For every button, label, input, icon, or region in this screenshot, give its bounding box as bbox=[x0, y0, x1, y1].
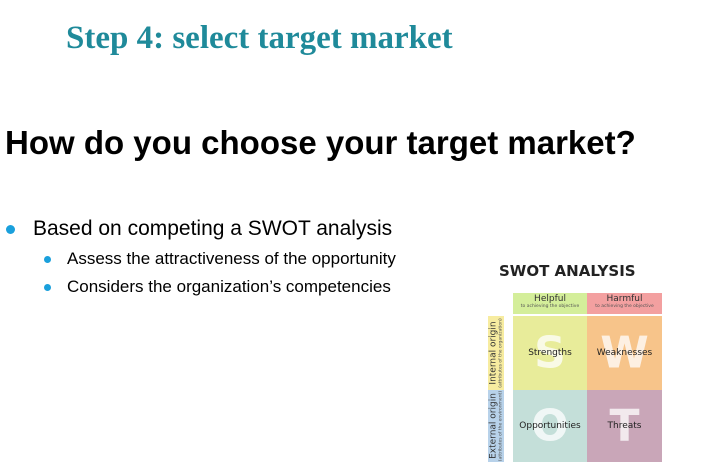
swot-row-sublabel: (attributes of the organization) bbox=[498, 318, 504, 388]
swot-row-label: Internal origin bbox=[488, 321, 499, 385]
swot-quadrant-strengths: S Strengths bbox=[513, 316, 587, 390]
swot-quadrant-weaknesses: W Weaknesses bbox=[587, 316, 662, 390]
sub-bullet-item: Considers the organization’s competencie… bbox=[44, 277, 391, 297]
swot-diagram: SWOT ANALYSIS Helpful to achieving the o… bbox=[488, 262, 664, 462]
swot-quadrant-label: Strengths bbox=[528, 348, 572, 358]
swot-quadrant-opportunities: O Opportunities bbox=[513, 390, 587, 462]
bullet-item: Based on competing a SWOT analysis bbox=[6, 217, 392, 241]
bullet-dot-icon bbox=[6, 224, 15, 234]
swot-row-sublabel: (attributes of the environment) bbox=[498, 390, 504, 462]
swot-title: SWOT ANALYSIS bbox=[499, 262, 636, 280]
swot-letter: O bbox=[531, 400, 569, 452]
swot-quadrant-threats: T Threats bbox=[587, 390, 662, 462]
swot-letter: T bbox=[609, 400, 640, 452]
swot-column-helpful: Helpful to achieving the objective bbox=[513, 293, 587, 314]
swot-column-label: Harmful bbox=[606, 294, 643, 304]
swot-quadrant-label: Weaknesses bbox=[596, 348, 653, 358]
main-heading: How do you choose your target market? bbox=[5, 124, 636, 161]
swot-column-label: Helpful bbox=[534, 294, 566, 304]
sub-bullet-text: Assess the attractiveness of the opportu… bbox=[67, 249, 396, 268]
swot-quadrant-label: Threats bbox=[607, 421, 642, 431]
swot-row-label: External origin bbox=[488, 393, 499, 459]
sub-bullet-text: Considers the organization’s competencie… bbox=[67, 277, 391, 296]
swot-column-sublabel: to achieving the objective bbox=[595, 304, 654, 309]
swot-quadrant-label: Opportunities bbox=[519, 421, 581, 431]
bullet-dot-icon bbox=[44, 283, 51, 291]
swot-row-internal: Internal origin (attributes of the organ… bbox=[488, 316, 504, 390]
bullet-text: Based on competing a SWOT analysis bbox=[33, 217, 393, 240]
swot-row-external: External origin (attributes of the envir… bbox=[488, 390, 504, 462]
bullet-dot-icon bbox=[44, 255, 51, 263]
step-title: Step 4: select target market bbox=[66, 20, 453, 56]
swot-column-sublabel: to achieving the objective bbox=[520, 304, 580, 309]
sub-bullet-item: Assess the attractiveness of the opportu… bbox=[44, 249, 396, 269]
swot-letter: W bbox=[600, 327, 649, 379]
swot-column-harmful: Harmful to achieving the objective bbox=[587, 293, 662, 314]
swot-letter: S bbox=[534, 327, 566, 379]
